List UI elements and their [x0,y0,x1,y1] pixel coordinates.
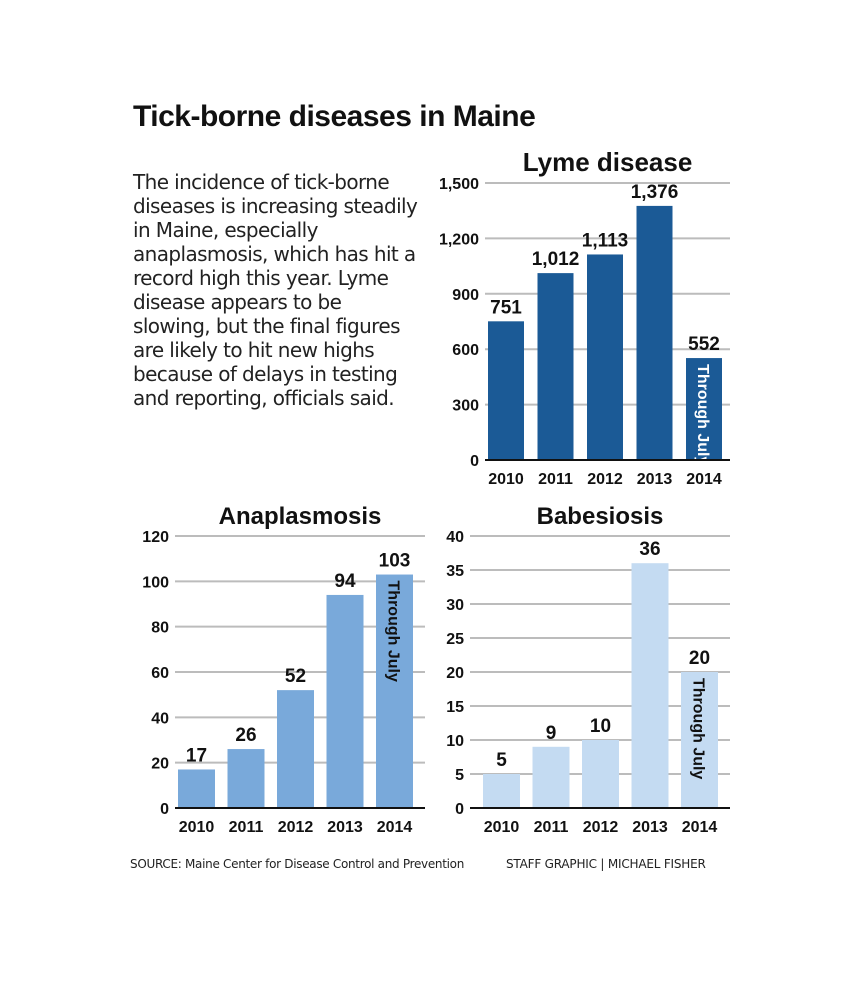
intro-text: The incidence of tick-borne diseases is … [133,170,418,410]
y-tick-label: 0 [455,801,464,818]
y-tick-label: 15 [446,699,464,716]
y-tick-label: 100 [142,574,169,591]
y-tick-label: 1,500 [439,176,479,193]
bar-2010 [178,769,215,808]
y-tick-label: 20 [446,665,464,682]
bar-2010 [488,321,524,460]
bar-2013 [326,594,364,808]
value-label: 751 [490,297,522,318]
bar-2012 [587,254,623,460]
babesiosis-chart: Babesiosis 0 5 10 15 20 25 30 35 40 5 2010 9 2011 10 20… [430,498,740,843]
value-label: 94 [334,571,356,592]
bar-2014 [376,574,413,808]
x-tick-label: 2013 [632,819,668,836]
value-label: 552 [688,334,720,355]
y-tick-label: 0 [160,801,169,818]
value-label: 36 [639,539,660,560]
x-tick-label: 2013 [327,819,363,836]
y-tick-label: 900 [452,287,479,304]
y-tick-label: 30 [446,597,464,614]
source-note: SOURCE: Maine Center for Disease Control… [130,857,465,871]
x-tick-label: 2010 [488,471,524,488]
babesiosis-title: Babesiosis [537,503,664,530]
bar-2013 [631,563,669,808]
value-label: 103 [379,551,411,572]
y-tick-label: 25 [446,631,464,648]
bar-2012 [277,690,314,808]
staff-credit: STAFF GRAPHIC | MICHAEL FISHER [506,857,706,871]
y-tick-label: 40 [446,529,464,546]
x-tick-label: 2010 [179,819,215,836]
lyme-svg: Lyme disease 0 300 600 900 1,200 1,500 751 2010 1… [439,147,730,488]
through-july-note: Through July [385,581,402,682]
bar-2014 [686,358,722,460]
x-tick-label: 2011 [538,471,573,488]
y-tick-label: 300 [452,398,479,415]
bar-2013 [636,205,673,460]
value-label: 20 [689,648,710,669]
value-label: 17 [186,745,207,766]
bar-2011 [227,749,265,808]
bar-2011 [532,746,570,808]
bar-2012 [582,740,619,808]
y-tick-label: 20 [151,756,169,773]
x-tick-label: 2012 [278,819,314,836]
lyme-title: Lyme disease [523,147,693,177]
bar-2014 [681,672,718,808]
y-tick-label: 10 [446,733,464,750]
x-tick-label: 2010 [484,819,520,836]
x-tick-label: 2013 [637,471,673,488]
x-tick-label: 2012 [583,819,619,836]
value-label: 9 [546,723,557,744]
y-tick-label: 35 [446,563,464,580]
y-tick-label: 40 [151,710,169,727]
value-label: 5 [496,750,507,771]
x-tick-label: 2012 [587,471,623,488]
y-tick-label: 1,200 [439,231,479,248]
bar-2011 [537,273,574,460]
x-tick-label: 2011 [229,819,264,836]
value-label: 1,113 [582,230,629,251]
value-label: 26 [235,725,256,746]
x-tick-label: 2014 [686,471,722,488]
bar-2010 [483,774,520,808]
headline: Tick-borne diseases in Maine [133,100,536,133]
anaplasmosis-chart: Anaplasmosis 0 20 40 60 80 100 120 17 2010 26 2011 5… [125,498,435,843]
babesiosis-svg: Babesiosis 0 5 10 15 20 25 30 35 40 5 2010 9 2011 10 20… [446,503,730,836]
y-tick-label: 0 [470,453,479,470]
value-label: 1,012 [532,249,580,270]
through-july-note: Through July [690,678,707,779]
x-tick-label: 2014 [682,819,718,836]
lyme-disease-chart: Lyme disease 0 300 600 900 1,200 1,500 751 2010 1… [430,145,740,490]
y-tick-label: 120 [142,529,169,546]
y-tick-label: 600 [452,342,479,359]
anaplasmosis-svg: Anaplasmosis 0 20 40 60 80 100 120 17 2010 26 2011 5… [142,503,425,836]
value-label: 52 [285,666,306,687]
x-tick-label: 2011 [534,819,569,836]
value-label: 1,376 [631,182,679,203]
y-tick-label: 80 [151,620,169,637]
x-tick-label: 2014 [377,819,413,836]
y-tick-label: 60 [151,665,169,682]
value-label: 10 [590,716,611,737]
y-tick-label: 5 [455,767,464,784]
anaplasmosis-title: Anaplasmosis [219,503,382,530]
through-july-note: Through July [694,364,711,465]
